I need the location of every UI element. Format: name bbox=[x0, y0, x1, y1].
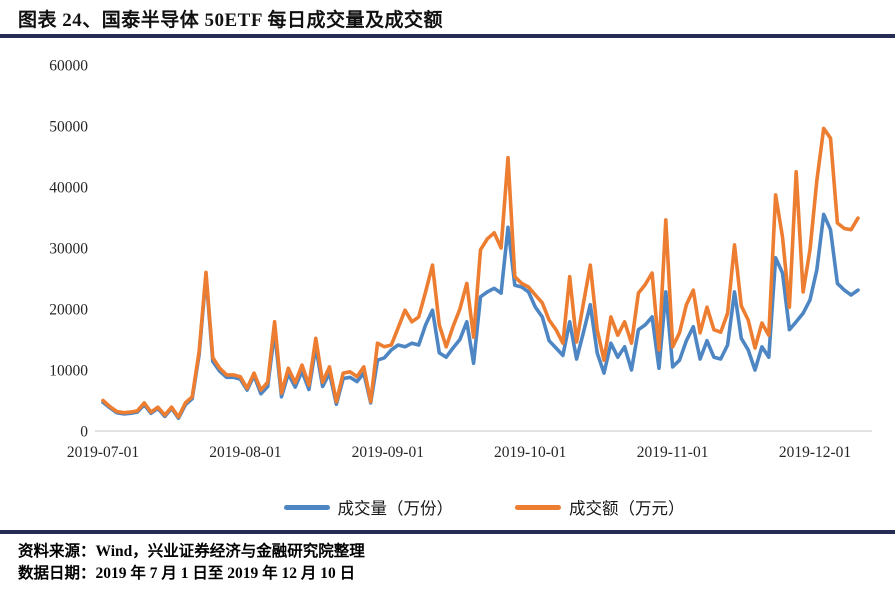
title-rule bbox=[0, 34, 895, 38]
legend-swatch bbox=[283, 504, 330, 510]
y-axis-tick-label: 10000 bbox=[49, 363, 88, 380]
y-axis-tick-label: 40000 bbox=[49, 180, 88, 197]
series-line bbox=[101, 212, 860, 421]
y-axis-tick-label: 0 bbox=[80, 424, 88, 441]
legend-label: 成交量（万份） bbox=[337, 499, 454, 518]
x-axis-tick-label: 2019-11-01 bbox=[637, 444, 709, 461]
y-axis-tick-label: 20000 bbox=[49, 302, 88, 319]
x-axis-tick-label: 2019-12-01 bbox=[779, 444, 851, 461]
x-axis-tick-label: 2019-08-01 bbox=[209, 444, 281, 461]
x-axis-tick-label: 2019-07-01 bbox=[67, 444, 139, 461]
legend-swatch bbox=[515, 504, 561, 510]
y-axis-tick-label: 60000 bbox=[49, 58, 88, 75]
y-axis-tick-label: 30000 bbox=[49, 241, 88, 258]
legend-item: 成交量（万份） bbox=[283, 495, 454, 519]
y-axis-tick-label: 50000 bbox=[49, 119, 88, 136]
legend-label: 成交额（万元） bbox=[569, 499, 685, 518]
source-note: 资料来源：Wind，兴业证券经济与金融研究院整理 bbox=[18, 543, 365, 560]
figure-title: 图表 24、国泰半导体 50ETF 每日成交量及成交额 bbox=[18, 10, 443, 31]
legend-item: 成交额（万元） bbox=[515, 495, 685, 519]
date-note: 数据日期：2019 年 7 月 1 日至 2019 年 12 月 10 日 bbox=[18, 565, 356, 582]
series-line bbox=[101, 126, 860, 419]
chart-legend: 成交量（万份） 成交额（万元） bbox=[95, 494, 873, 520]
x-axis-tick-label: 2019-09-01 bbox=[352, 444, 424, 461]
x-axis-tick-label: 2019-10-01 bbox=[494, 444, 566, 461]
footer-rule bbox=[0, 530, 895, 534]
